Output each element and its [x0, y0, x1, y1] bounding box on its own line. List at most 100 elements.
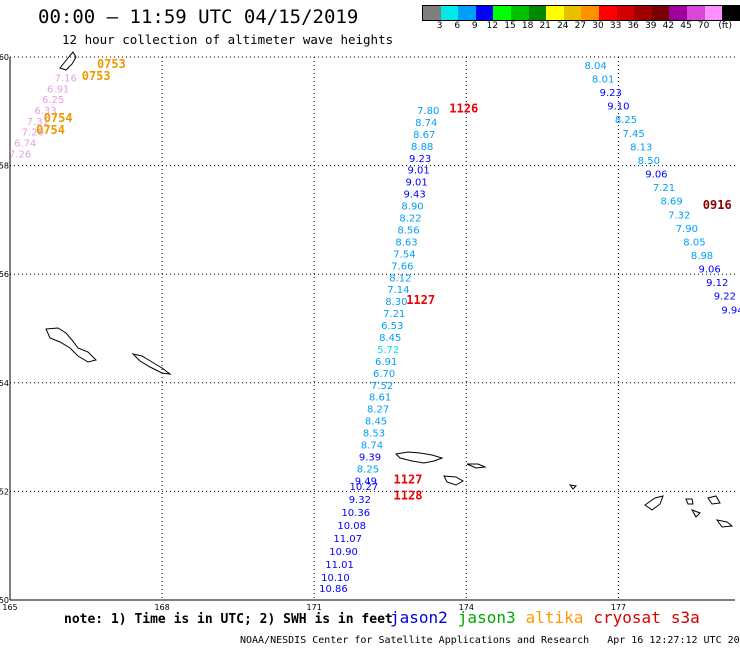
swh-value-label: 8.25	[615, 115, 637, 126]
colorbar-swatch	[440, 6, 459, 20]
colorbar	[422, 5, 740, 21]
swh-value-label: 8.12	[389, 273, 411, 284]
coastlines	[45, 51, 734, 528]
swh-value-label: 8.01	[592, 75, 614, 86]
footer-credit: NOAA/NESDIS Center for Satellite Applica…	[240, 635, 590, 646]
swh-value-label: 5.72	[377, 345, 399, 356]
swh-value-label: 8.25	[357, 464, 379, 475]
swh-value-label: 8.67	[413, 130, 435, 141]
colorbar-label: 21	[539, 21, 551, 31]
colorbar-label: 12	[486, 21, 499, 31]
coastline	[466, 463, 487, 469]
lat-tick-label: 60	[0, 53, 9, 62]
swh-value-label: 10.08	[337, 521, 366, 532]
swh-value-label: 8.53	[363, 429, 385, 440]
coastline	[690, 509, 701, 518]
swh-value-label: 7.16	[55, 73, 77, 84]
swh-value-label: 9.94	[721, 305, 740, 316]
coastline	[45, 327, 97, 363]
swh-value-label: 8.74	[361, 441, 383, 452]
swh-value-label: 7.80	[417, 106, 439, 117]
colorbar-label: 39	[645, 21, 657, 31]
swh-value-label: 6.33	[34, 106, 56, 117]
colorbar-label: 24	[557, 21, 569, 31]
lat-tick-label: 52	[0, 487, 9, 496]
swh-value-label: 9.23	[600, 88, 622, 99]
colorbar-label: 36	[627, 21, 639, 31]
swh-value-label: 6.70	[373, 369, 395, 380]
swh-value-label: 8.69	[660, 197, 682, 208]
swh-value-label: 9.12	[706, 278, 728, 289]
swh-value-label: 11.07	[333, 534, 362, 545]
lon-tick-label: 177	[611, 603, 626, 612]
swh-value-label: 8.04	[584, 61, 606, 72]
colorbar-label: 42	[662, 21, 675, 31]
colorbar-label: 33	[609, 21, 622, 31]
swh-value-label: 9.23	[409, 154, 431, 165]
legend-altika: altika	[525, 608, 584, 627]
pass-time-label: 0753	[97, 57, 126, 71]
swh-value-label: 8.56	[397, 225, 419, 236]
pass-time-label: 1128	[394, 489, 423, 503]
swh-value-label: 7.26	[22, 128, 44, 139]
swh-value-label: 8.88	[411, 142, 433, 153]
swh-value-label: 8.27	[367, 405, 389, 416]
lat-tick-label: 56	[0, 270, 9, 279]
swh-value-label: 7.31	[27, 117, 49, 128]
colorbar-swatch	[475, 6, 494, 20]
legend-jason3: jason3	[457, 608, 516, 627]
swh-value-label: 10.86	[319, 584, 348, 595]
swh-value-label: 6.91	[47, 84, 69, 95]
lat-tick-label: 54	[0, 379, 9, 388]
swh-value-label: 8.74	[415, 118, 437, 129]
swh-value-label: 8.63	[395, 237, 417, 248]
lat-tick-label: 50	[0, 596, 9, 605]
swh-value-label: 8.45	[379, 333, 401, 344]
coastline	[644, 495, 664, 511]
swh-value-label: 8.30	[385, 297, 407, 308]
colorbar-label: 27	[574, 21, 587, 31]
swh-value-label: 9.06	[645, 170, 667, 181]
swh-value-label: 7.14	[387, 285, 409, 296]
legend-s3a: s3a	[670, 608, 700, 627]
swh-value-label: 8.05	[683, 237, 705, 248]
colorbar-label: 18	[521, 21, 534, 31]
swh-value-label: 8.13	[630, 142, 652, 153]
swh-value-label: 7.66	[391, 261, 413, 272]
swh-value-label: 9.01	[408, 166, 430, 177]
swh-value-label: 9.49	[355, 476, 377, 487]
swh-value-label: 8.22	[399, 214, 421, 225]
swh-value-label: 9.32	[349, 495, 371, 506]
swh-value-label: 10.36	[341, 508, 370, 519]
satellite-legend: jason2 jason3 altika cryosat s3a	[390, 608, 710, 627]
colorbar-swatch	[528, 6, 547, 20]
pass-time-label: 0753	[82, 69, 111, 83]
colorbar-swatch	[493, 6, 511, 20]
colorbar-label: 9	[471, 21, 478, 31]
coastline	[568, 484, 578, 490]
swh-value-label: 9.01	[405, 178, 427, 189]
colorbar-swatch	[598, 6, 617, 20]
colorbar-swatch	[510, 6, 529, 20]
pass-time-label: 0916	[703, 198, 732, 212]
legend-jason2: jason2	[390, 608, 448, 627]
pass-time-label: 1127	[394, 472, 423, 486]
swh-value-label: 6.25	[42, 95, 64, 106]
colorbar-swatch	[581, 6, 599, 20]
coastline	[707, 495, 721, 505]
units-note: note: 1) Time is in UTC; 2) SWH is in fe…	[64, 612, 393, 627]
swh-value-label: 6.74	[14, 139, 36, 150]
coastline	[131, 353, 172, 375]
pass-time-label: 1126	[449, 101, 478, 115]
swh-value-label: 9.10	[607, 102, 629, 113]
footer-timestamp: Apr 16 12:27:12 UTC 2019	[607, 635, 740, 646]
swh-value-label: 7.90	[676, 224, 698, 235]
swh-value-label: 8.50	[638, 156, 660, 167]
pass-time-label: 0754	[36, 123, 65, 137]
swh-value-label: 9.43	[403, 190, 425, 201]
colorbar-label: 3	[436, 21, 443, 31]
swh-value-label: 6.53	[381, 321, 403, 332]
footer: NOAA/NESDIS Center for Satellite Applica…	[240, 635, 740, 646]
colorbar-swatch	[423, 6, 441, 20]
